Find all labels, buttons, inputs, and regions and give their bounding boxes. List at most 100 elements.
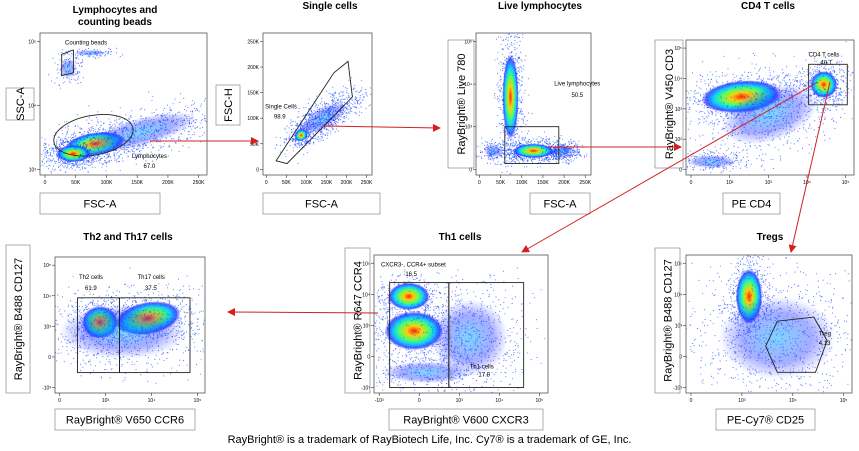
panel-title: Lymphocytes and counting beads [73, 5, 158, 28]
x-tick-label: 200K [341, 180, 353, 186]
density-cloud [374, 267, 548, 393]
y-tick-label: -10³ [673, 385, 682, 391]
x-tick-label: 150K [537, 180, 549, 186]
axis-ticks: -10³ 0 10³ 10⁴ 10⁵ -10³ 0 10³ 10⁴ 10⁵ [361, 261, 543, 404]
x-tick-label: 200K [162, 180, 174, 186]
plot-area [262, 32, 373, 176]
y-tick-label: 10⁴ [464, 82, 472, 88]
gate-label: Lymphocytes [132, 154, 167, 160]
gate-shape [53, 114, 134, 157]
gate-label: Counting beads [65, 41, 107, 47]
x-tick-label: 10⁴ [789, 398, 797, 404]
y-tick-label: 200K [247, 65, 259, 71]
axis-ticks: 0 50K 100K 150K 200K 250K 0 10³ 10⁴ 10⁵ [464, 40, 591, 186]
x-tick-label: 50K [496, 180, 506, 186]
x-tick-label: 0 [478, 180, 481, 186]
x-tick-label: 0 [418, 398, 421, 404]
x-tick-label: 10⁵ [840, 398, 848, 404]
y-tick-label: 10² [675, 137, 683, 143]
y-tick-label: 50K [250, 142, 260, 148]
y-tick-label: 10³ [465, 125, 473, 131]
y-tick-label: 10⁵ [43, 263, 51, 269]
axis-ticks: 0 10³ 10⁴ 10⁵ -10³ 0 10³ 10⁴ 10⁵ [673, 261, 847, 404]
x-tick-label: 10² [726, 180, 734, 186]
gating-arrow [521, 81, 819, 253]
axis-ticks: 010²10³10⁴10⁵010²10³10⁴10⁵ [674, 46, 849, 186]
y-tick-label: 10⁵ [674, 261, 682, 267]
y-axis-label: RayBright® B488 CD127 [663, 259, 675, 381]
gate: Treg 4.13 [765, 316, 831, 373]
x-axis-label: RayBright® V650 CCR6 [66, 415, 184, 427]
x-axis-label: FSC-A [84, 199, 118, 211]
gate-label: Single Cells [265, 104, 297, 110]
y-tick-label: 10⁵ [674, 46, 682, 52]
y-tick-label: 10³ [29, 167, 37, 173]
y-tick-label: 0 [48, 355, 51, 361]
gating-arrows [150, 81, 831, 317]
x-axis-label: FSC-A [544, 199, 578, 211]
gate-percent: 40.1 [820, 61, 832, 67]
panel-title: CD4 T cells [741, 1, 795, 12]
gate-percent: 67.0 [144, 164, 156, 170]
y-tick-label: -10³ [361, 385, 370, 391]
gate-label: Th17 cells [138, 275, 165, 281]
x-axis-label: RayBright® V600 CXCR3 [403, 415, 529, 427]
y-axis-label: RayBright® B488 CD127 [13, 258, 25, 380]
gate-percent: 37.5 [145, 286, 157, 292]
gating-arrow [227, 308, 379, 317]
x-tick-label: 100K [301, 180, 313, 186]
axis-ticks: 0 50K 100K 150K 200K 250K 10³ 10⁴ 10⁵ [28, 40, 205, 186]
panel-th2: Th2 and Th17 cells 0 10³ 10⁴ 10⁵ -10³ 0 10³ 10⁴ 1… [5, 232, 206, 431]
density-cloud [476, 33, 591, 175]
gate: CD4 T cells 40.1 [808, 53, 848, 106]
gating-arrow [322, 123, 441, 132]
gate-percent: 17.9 [478, 373, 490, 379]
gate-shape [61, 49, 74, 77]
panel-single: Single cells 0 50K 100K 150K 200K 250K 0 50K 100K… [215, 1, 381, 215]
gate-shape [765, 316, 828, 373]
gate-percent: 4.13 [819, 341, 831, 347]
y-tick-label: 150K [247, 91, 259, 97]
x-tick-label: 250K [579, 180, 591, 186]
panel-title: Tregs [757, 232, 784, 243]
x-tick-label: 10⁵ [194, 398, 202, 404]
panel-title: Th2 and Th17 cells [83, 232, 173, 243]
x-tick-label: 10³ [765, 180, 773, 186]
gate: Live lymphocytes 50.5 [504, 82, 600, 165]
x-tick-label: 150K [321, 180, 333, 186]
panel-treg: Tregs 0 10³ 10⁴ 10⁵ -10³ 0 10³ 10⁴ 10⁵ PE-Cy7® CD2… [654, 232, 853, 431]
y-tick-label: 250K [247, 40, 259, 46]
gate: Th17 cells 37.5 [119, 275, 191, 374]
gate-label: Th2 cells [79, 275, 103, 281]
y-axis-label: RayBright® R647 CCR4 [353, 261, 365, 380]
y-tick-label: 10⁴ [28, 103, 36, 109]
gate: Th1 cells 17.9 [448, 282, 525, 388]
gate-shape [119, 297, 191, 374]
gate-shape [504, 126, 560, 165]
x-tick-label: 100K [101, 180, 113, 186]
panel-cd4: CD4 T cells010²10³10⁴10⁵010²10³10⁴10⁵PE … [654, 1, 855, 215]
x-tick-label: 200K [558, 180, 570, 186]
density-cloud [40, 47, 207, 174]
x-axis-label: FSC-A [305, 199, 339, 211]
x-tick-label: 0 [58, 398, 61, 404]
gate-label: Th1 cells [470, 364, 494, 370]
gate-shape [808, 63, 848, 106]
y-axis-label: RayBright® V450 CD3 [664, 49, 676, 159]
y-tick-label: 10⁴ [674, 76, 682, 82]
gate: Lymphocytes 67.0 [53, 114, 167, 170]
x-tick-label: 150K [131, 180, 143, 186]
x-tick-label: 0 [44, 180, 47, 186]
density-cloud [686, 255, 852, 393]
trademark-footer: RayBright® is a trademark of RayBiotech … [227, 434, 632, 446]
panel-th1: Th1 cells-10³ 0 10³ 10⁴ 10⁵-10³010³10⁴10⁵Ray… [344, 232, 549, 431]
x-tick-label: 0 [690, 398, 693, 404]
gating-arrow [788, 81, 831, 253]
y-tick-label: 100K [247, 116, 259, 122]
y-tick-label: 10⁵ [28, 40, 36, 46]
x-tick-label: 10⁵ [842, 180, 850, 186]
x-tick-label: 100K [516, 180, 528, 186]
x-tick-label: 10³ [738, 398, 746, 404]
y-tick-label: 0 [469, 167, 472, 173]
